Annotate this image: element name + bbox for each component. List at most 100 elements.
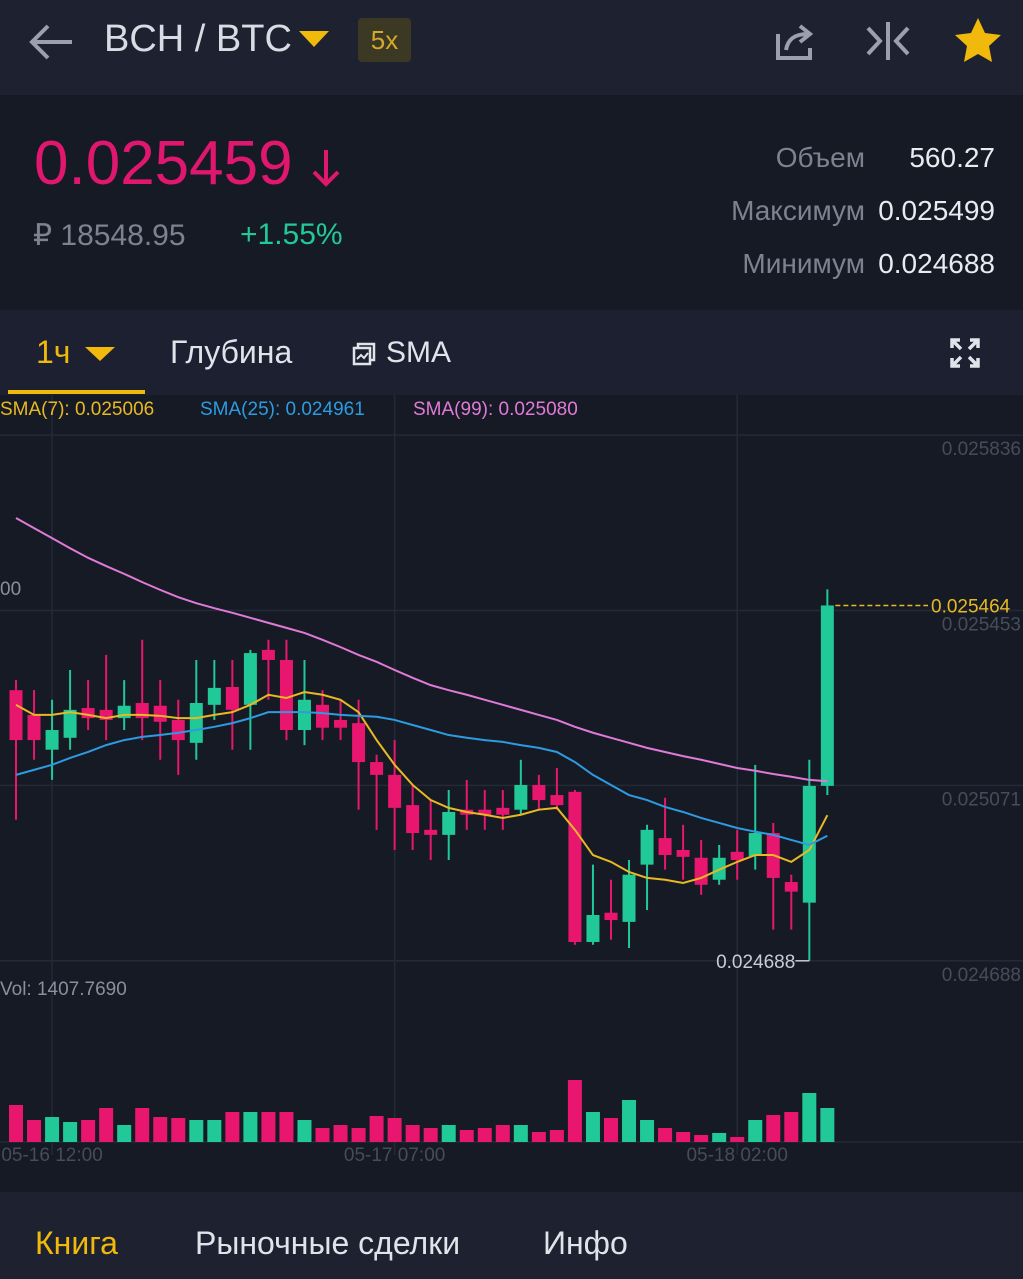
volume-label: Vol: 1407.7690 — [0, 979, 127, 1000]
fiat-price: ₽ 18548.95 — [33, 219, 186, 252]
nav-tab[interactable]: Книга — [35, 1225, 118, 1261]
tab-underline — [8, 390, 145, 394]
bottom-nav: Книга Рыночные сделки Инфо — [0, 1192, 1023, 1279]
candle-body — [99, 709, 113, 720]
volume-bar — [261, 1112, 276, 1142]
candle-body — [207, 687, 221, 705]
volume-bar — [441, 1124, 456, 1142]
nav-tab[interactable]: Инфо — [543, 1225, 628, 1261]
y-tick-label: 0.025071 — [942, 789, 1021, 810]
volume-bar — [694, 1134, 709, 1142]
leverage: 5x — [358, 18, 411, 62]
volume-bar — [549, 1129, 564, 1142]
candle-body — [514, 784, 528, 810]
volume-bar — [45, 1117, 60, 1142]
stat-value: 0.025499 — [878, 195, 995, 226]
volume-bar — [405, 1124, 420, 1142]
legend-entry: SMA(99): 0.025080 — [413, 399, 578, 420]
x-tick-label: 05-16 12:00 — [1, 1145, 102, 1166]
volume-bar — [225, 1112, 240, 1142]
volume-bar — [802, 1092, 817, 1142]
volume-bar — [351, 1127, 366, 1142]
indicator-tab[interactable]: SMA — [386, 336, 452, 369]
candle-body — [586, 915, 600, 943]
candle-body — [352, 723, 366, 763]
volume-bar — [135, 1107, 150, 1142]
indicator-icon — [352, 342, 376, 366]
candle-body — [279, 659, 293, 731]
candle-body — [171, 719, 185, 741]
volume-bar — [622, 1100, 637, 1142]
volume-bar — [423, 1127, 438, 1142]
volume-bar — [9, 1105, 23, 1142]
volume-bar — [477, 1127, 492, 1142]
volume-bar — [369, 1116, 384, 1142]
compare-button[interactable] — [864, 20, 912, 62]
candle-body — [27, 714, 41, 741]
candle-body — [189, 702, 203, 743]
volume-bar — [513, 1124, 528, 1142]
pair-dropdown[interactable] — [298, 30, 330, 48]
volume-bar — [81, 1119, 96, 1142]
interval-tab[interactable]: 1ч — [36, 334, 71, 370]
volume-bar — [658, 1127, 673, 1142]
sma-line — [15, 711, 828, 847]
candle-body — [532, 784, 546, 801]
candle-body — [640, 829, 654, 865]
candle-body — [694, 857, 708, 885]
volume-bar — [117, 1124, 132, 1142]
candle-body — [406, 805, 420, 834]
y-tick-label: 0.025453 — [942, 614, 1021, 635]
candle-body — [604, 912, 618, 921]
depth-tab[interactable]: Глубина — [170, 334, 293, 370]
change: +1.55% — [240, 218, 343, 251]
volume-bar — [297, 1119, 312, 1142]
candle-body — [622, 874, 636, 922]
volume-bar — [189, 1119, 204, 1142]
down-arrow — [312, 150, 340, 187]
stat-value: 0.024688 — [878, 248, 995, 279]
nav-tab[interactable]: Рыночные сделки — [195, 1225, 461, 1261]
interval-dropdown[interactable] — [84, 346, 116, 362]
volume-bar — [784, 1112, 799, 1142]
candle-body — [9, 690, 23, 741]
volume-bar — [712, 1132, 727, 1142]
volume-bar — [207, 1119, 222, 1142]
x-tick-label: 05-17 07:00 — [344, 1145, 445, 1166]
volume-bar — [387, 1117, 402, 1142]
volume-bar — [603, 1117, 618, 1142]
volume-bar — [243, 1112, 258, 1142]
legend-entry: SMA(7): 0.025006 — [0, 399, 154, 420]
candle-body — [388, 774, 402, 808]
share-button[interactable] — [774, 20, 816, 62]
candle-body — [568, 791, 582, 943]
candle-body — [297, 699, 311, 731]
x-tick-label: 05-18 02:00 — [686, 1145, 787, 1166]
volume-bar — [315, 1127, 330, 1142]
candle-body — [81, 708, 95, 719]
candle-body — [496, 807, 510, 815]
sma-line — [15, 690, 829, 884]
candle-body — [261, 649, 275, 660]
volume-bar — [495, 1124, 510, 1142]
stat-value: 560.27 — [909, 142, 995, 173]
chart-tabs: 1ч Глубина SMA — [0, 310, 1023, 395]
volume-bar — [567, 1080, 582, 1142]
volume-bar — [459, 1129, 474, 1142]
candle-body — [370, 762, 384, 775]
candle-body — [153, 705, 167, 722]
volume-bar — [63, 1122, 78, 1142]
candle-body — [45, 730, 59, 750]
candle-body — [225, 686, 239, 710]
pair[interactable]: BCH / BTC — [104, 18, 292, 60]
candle-body — [478, 809, 492, 815]
favorite-button[interactable] — [952, 16, 1004, 66]
volume-bar — [585, 1112, 600, 1142]
axis-label: 00 — [0, 579, 21, 600]
stat-label: Максимум — [731, 195, 865, 226]
fullscreen-button[interactable] — [950, 338, 980, 368]
y-tick-label: 0.024688 — [942, 965, 1021, 986]
candle-body — [658, 838, 672, 856]
back-button[interactable] — [26, 22, 76, 62]
